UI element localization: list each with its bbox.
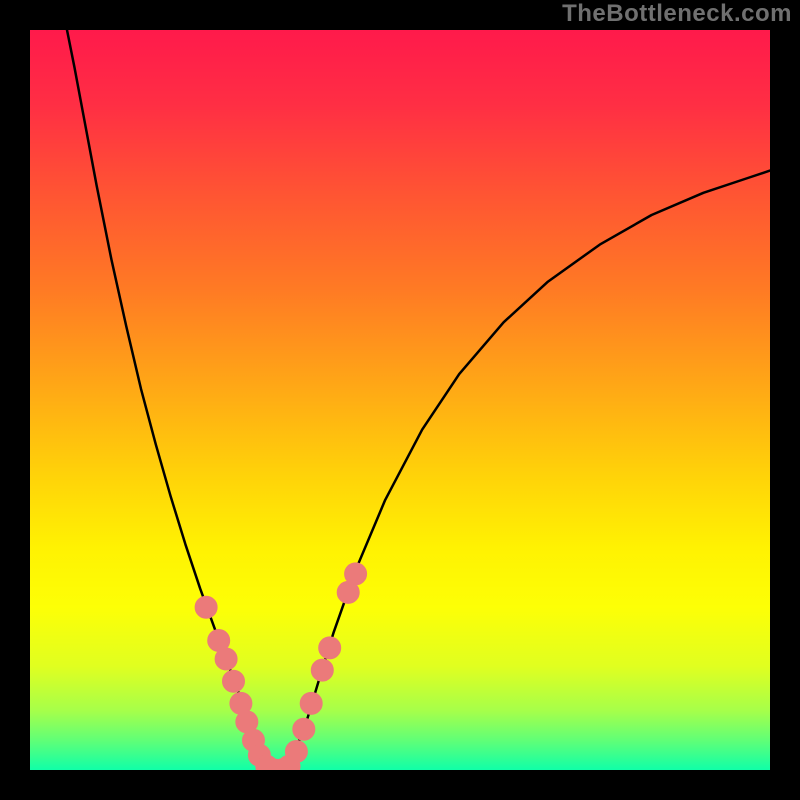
plot-svg (30, 30, 770, 770)
plot-area (30, 30, 770, 770)
data-marker (300, 692, 322, 714)
data-marker (311, 659, 333, 681)
watermark-text: TheBottleneck.com (562, 0, 792, 28)
data-marker (215, 648, 237, 670)
plot-background (30, 30, 770, 770)
chart-frame: TheBottleneck.com (0, 0, 800, 800)
data-marker (319, 637, 341, 659)
data-marker (345, 563, 367, 585)
data-marker (195, 596, 217, 618)
data-marker (223, 670, 245, 692)
data-marker (293, 718, 315, 740)
data-marker (285, 741, 307, 763)
